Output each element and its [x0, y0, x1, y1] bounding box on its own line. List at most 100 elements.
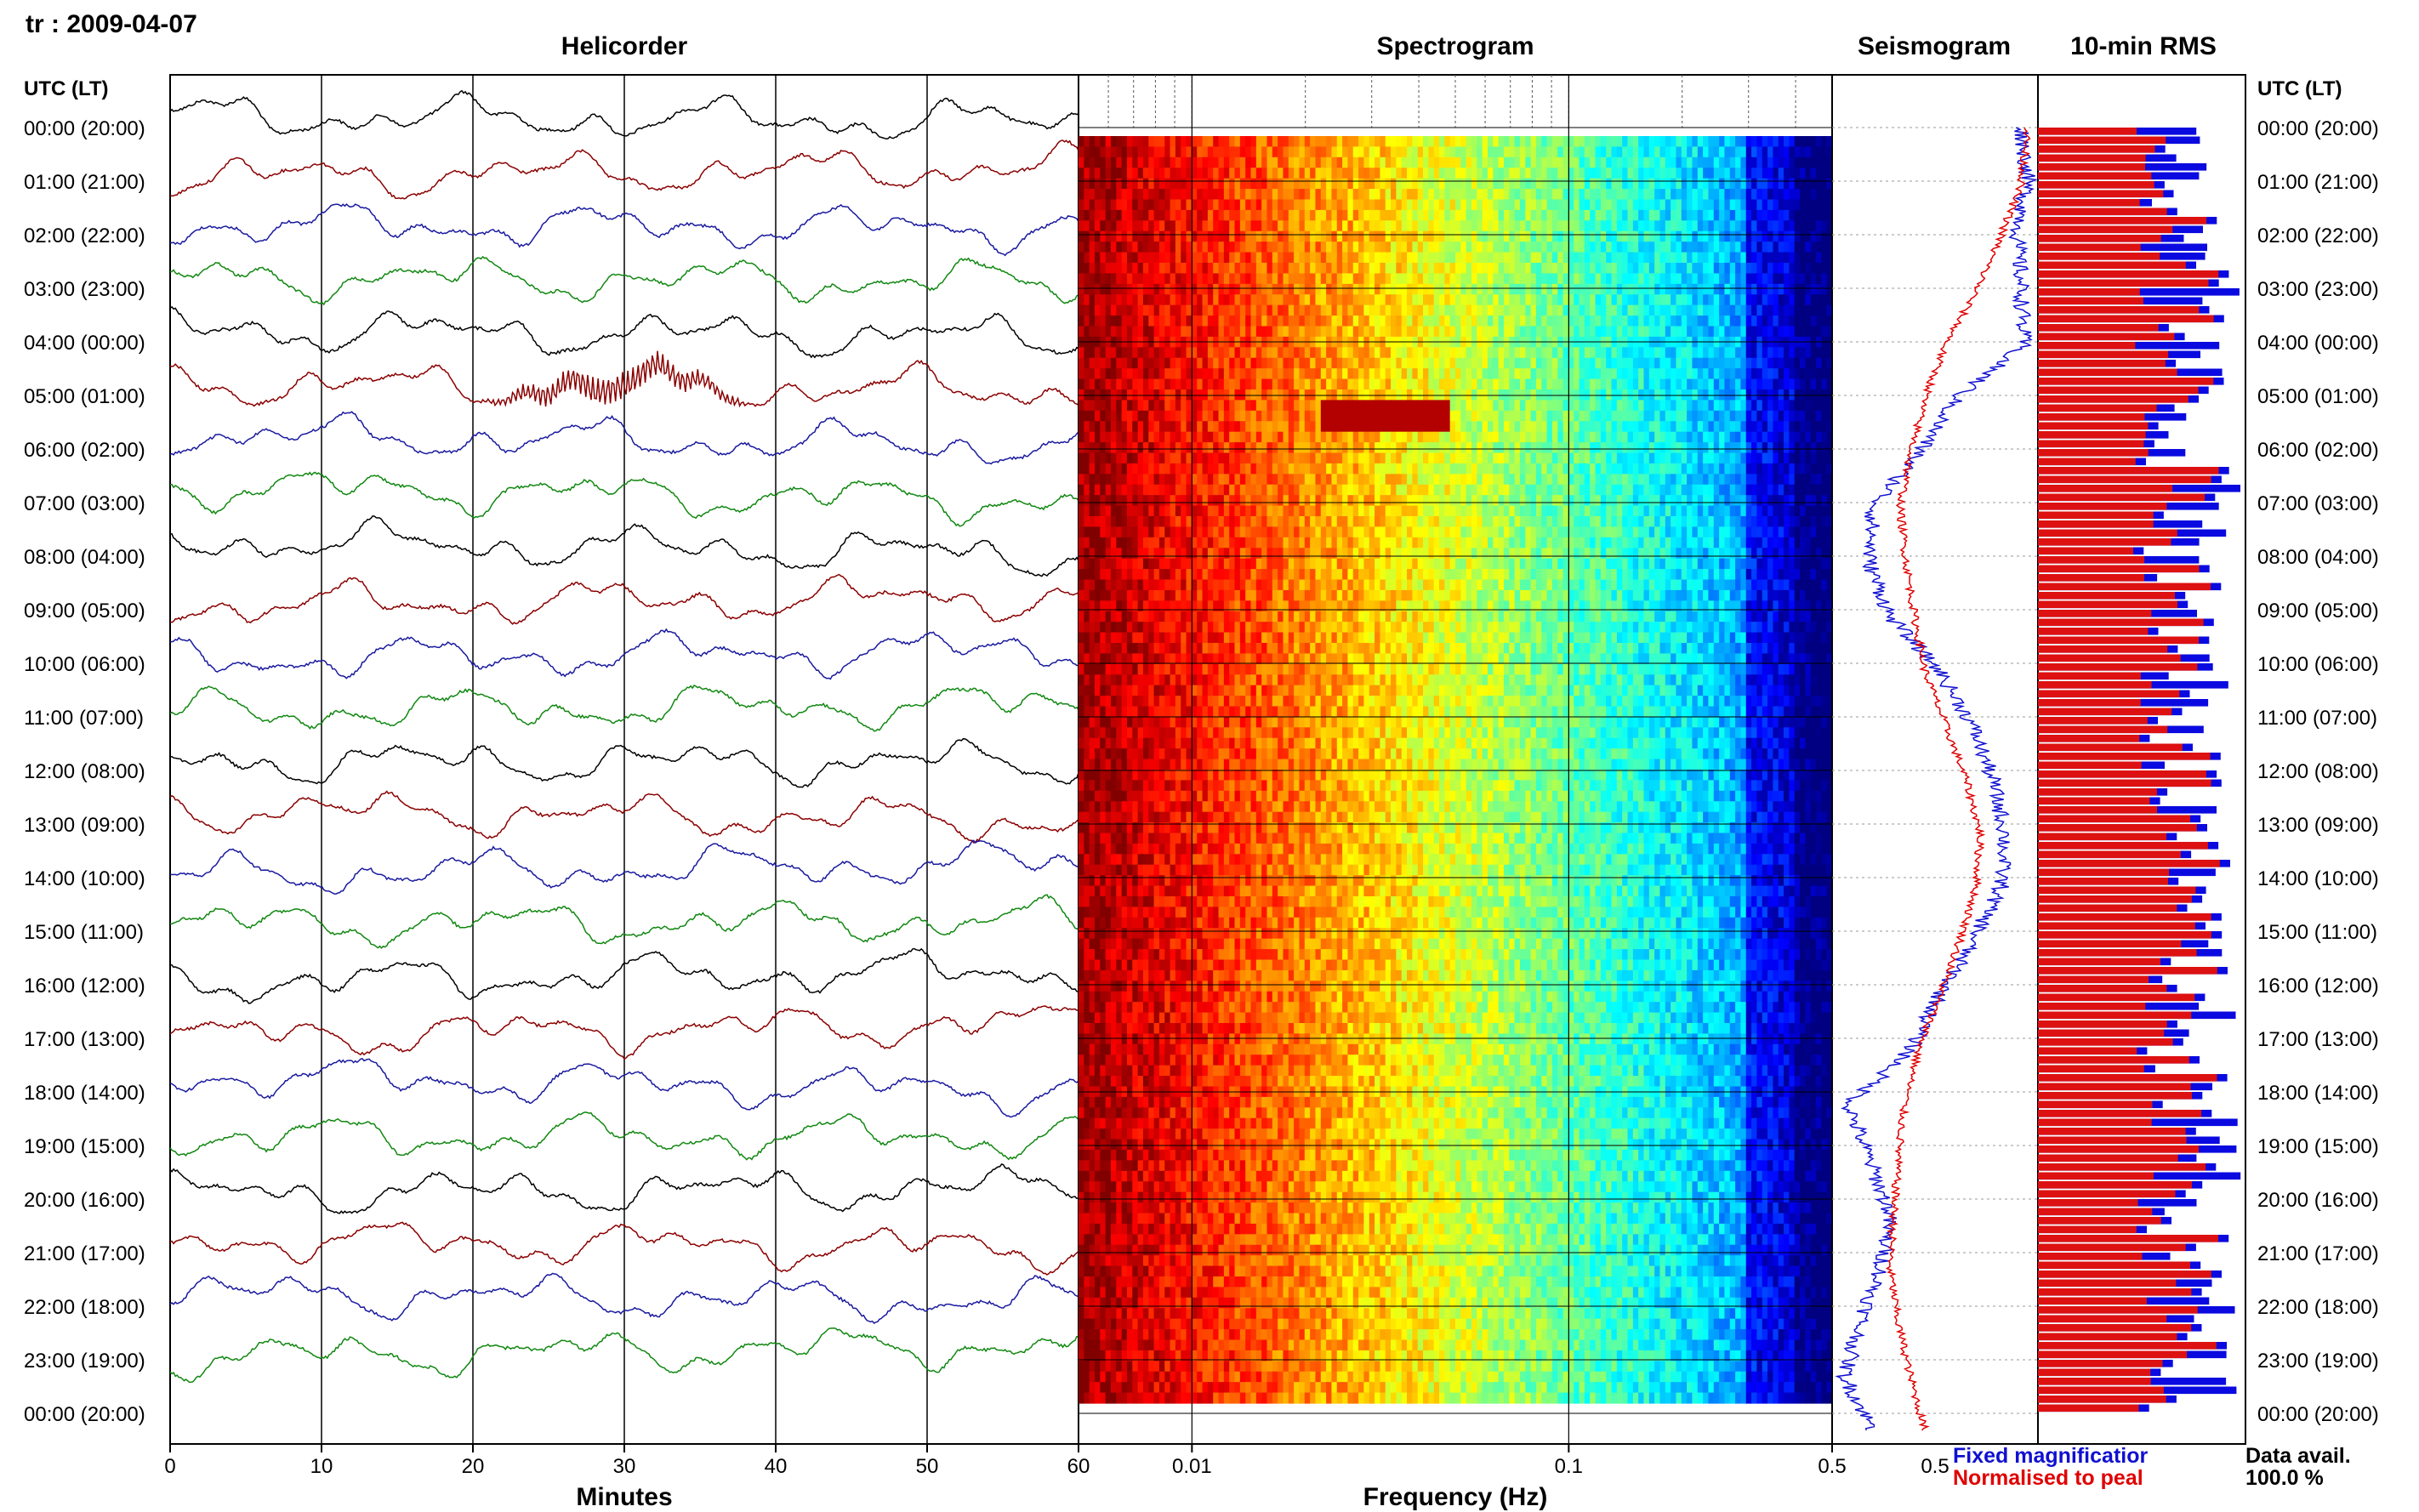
spectrogram-cell [1530, 400, 1537, 412]
spectrogram-cell [1471, 230, 1477, 242]
spectrogram-cell [1703, 410, 1710, 422]
spectrogram-cell [1202, 209, 1209, 221]
spectrogram-cell [1611, 294, 1618, 306]
spectrogram-cell [1385, 136, 1392, 148]
spectrogram-cell [1278, 230, 1284, 242]
spectrogram-cell [1288, 252, 1295, 264]
spectrogram-cell [1207, 326, 1214, 338]
spectrogram-cell [1084, 347, 1090, 359]
spectrogram-cell [1116, 304, 1123, 316]
spectrogram-cell [1740, 304, 1747, 316]
spectrogram-cell [1126, 410, 1133, 422]
spectrogram-cell [1493, 484, 1500, 496]
spectrogram-cell [1132, 452, 1139, 464]
spectrogram-cell [1800, 421, 1806, 433]
spectrogram-cell [1358, 421, 1365, 433]
spectrogram-cell [1600, 252, 1607, 264]
spectrogram-cell [1347, 326, 1354, 338]
spectrogram-cell [1611, 315, 1618, 327]
spectrogram-cell [1616, 326, 1623, 338]
spectrogram-cell [1574, 304, 1580, 316]
spectrogram-cell [1315, 252, 1322, 264]
spectrogram-cell [1562, 252, 1569, 264]
spectrogram-cell [1439, 156, 1445, 168]
spectrogram-cell [1181, 136, 1187, 148]
spectrogram-cell [1158, 452, 1165, 464]
spectrogram-cell [1239, 368, 1246, 380]
spectrogram-cell [1784, 304, 1790, 316]
spectrogram-cell [1363, 230, 1370, 242]
spectrogram-cell [1509, 368, 1516, 380]
spectrogram-cell [1546, 199, 1553, 211]
spectrogram-cell [1503, 273, 1510, 285]
spectrogram-cell [1428, 442, 1435, 454]
spectrogram-cell [1396, 220, 1403, 232]
spectrogram-cell [1234, 230, 1241, 242]
spectrogram-cell [1816, 230, 1822, 242]
spectrogram-cell [1751, 326, 1757, 338]
spectrogram-cell [1477, 136, 1483, 148]
spectrogram-cell [1762, 442, 1768, 454]
spectrogram-cell [1294, 410, 1301, 422]
spectrogram-cell [1186, 495, 1192, 507]
spectrogram-cell [1380, 495, 1386, 507]
spectrogram-cell [1299, 146, 1306, 158]
spectrogram-cell [1600, 220, 1607, 232]
spectrogram-cell [1503, 220, 1510, 232]
spectrogram-cell [1611, 146, 1618, 158]
spectrogram-cell [1805, 168, 1812, 179]
spectrogram-cell [1493, 431, 1500, 443]
spectrogram-cell [1735, 431, 1742, 443]
spectrogram-cell [1266, 304, 1273, 316]
spectrogram-cell [1477, 463, 1483, 475]
spectrogram-cell [1294, 505, 1301, 517]
spectrogram-cell [1132, 347, 1139, 359]
spectrogram-cell [1391, 431, 1397, 443]
spectrogram-cell [1541, 347, 1548, 359]
spectrogram-cell [1471, 294, 1477, 306]
spectrogram-cell [1320, 168, 1327, 179]
spectrogram-cell [1627, 273, 1634, 285]
spectrogram-cell [1234, 421, 1241, 433]
spectrogram-cell [1342, 168, 1349, 179]
spectrogram-cell [1751, 252, 1757, 264]
spectrogram-cell [1584, 273, 1591, 285]
spectrogram-cell [1358, 400, 1365, 412]
spectrogram-cell [1181, 283, 1187, 295]
spectrogram-cell [1546, 326, 1553, 338]
spectrogram-cell [1665, 378, 1671, 390]
spectrogram-cell [1687, 199, 1693, 211]
spectrogram-cell [1751, 474, 1757, 486]
spectrogram-cell [1175, 495, 1181, 507]
spectrogram-cell [1197, 178, 1204, 190]
spectrogram-cell [1692, 378, 1699, 390]
spectrogram-cell [1304, 209, 1311, 221]
spectrogram-cell [1735, 178, 1742, 190]
spectrogram-cell [1433, 199, 1440, 211]
spectrogram-cell [1191, 505, 1198, 517]
spectrogram-cell [1816, 368, 1822, 380]
spectrogram-cell [1671, 495, 1677, 507]
spectrogram-cell [1460, 294, 1467, 306]
spectrogram-cell [1278, 442, 1284, 454]
spectrogram-cell [1299, 421, 1306, 433]
spectrogram-cell [1595, 136, 1602, 148]
spectrogram-cell [1498, 304, 1505, 316]
spectrogram-cell [1584, 378, 1591, 390]
spectrogram-cell [1638, 209, 1645, 221]
spectrogram-cell [1326, 242, 1333, 253]
spectrogram-cell [1535, 474, 1542, 486]
spectrogram-cell [1546, 378, 1553, 390]
spectrogram-cell [1778, 252, 1784, 264]
spectrogram-cell [1745, 168, 1752, 179]
spectrogram-cell [1713, 209, 1720, 221]
spectrogram-cell [1756, 495, 1763, 507]
spectrogram-cell [1525, 463, 1532, 475]
spectrogram-cell [1283, 304, 1289, 316]
spectrogram-cell [1551, 273, 1558, 285]
spectrogram-cell [1363, 146, 1370, 158]
spectrogram-cell [1250, 294, 1257, 306]
spectrogram-cell [1391, 178, 1397, 190]
spectrogram-cell [1659, 283, 1666, 295]
spectrogram-cell [1503, 199, 1510, 211]
